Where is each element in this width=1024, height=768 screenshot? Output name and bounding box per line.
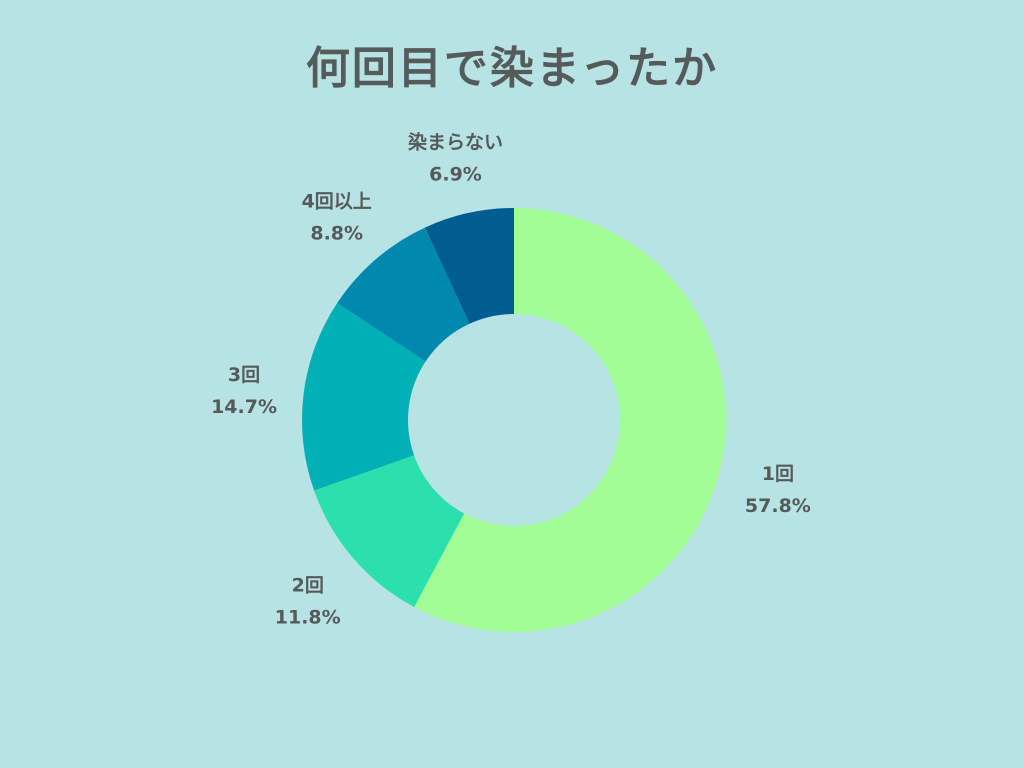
slice-value: 14.7% [211,396,277,418]
slice-label: 2回 11.8% [275,574,341,628]
slice-category: 4回以上 [302,191,372,213]
slice-value: 11.8% [275,606,341,628]
slice-category: 2回 [292,574,324,596]
donut-slice [414,208,727,632]
donut-slice [302,303,426,491]
slice-label: 3回 14.7% [211,364,277,418]
donut-slice [314,455,465,608]
donut-slice [424,208,514,324]
slice-value: 8.8% [310,223,363,245]
slice-label: 1回 57.8% [745,463,811,517]
slice-category: 1回 [762,463,794,485]
donut-slice [337,227,470,362]
chart-title: 何回目で染まったか [305,43,719,94]
slice-category: 3回 [228,364,260,386]
slice-value: 57.8% [745,495,811,517]
slice-category: 染まらない [408,130,503,153]
slice-value: 6.9% [429,163,482,185]
slice-label: 染まらない 6.9% [408,130,503,185]
slice-label: 4回以上 8.8% [302,191,372,245]
